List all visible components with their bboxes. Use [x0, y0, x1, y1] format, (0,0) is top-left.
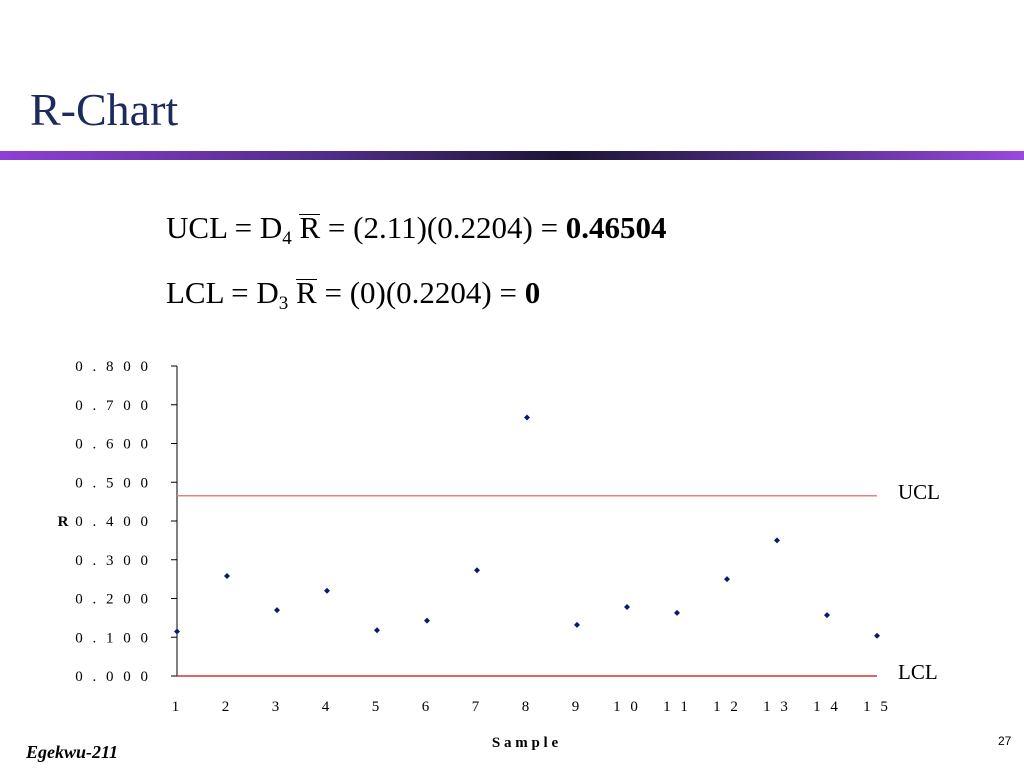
- lcl-d-subscript: 3: [278, 293, 289, 314]
- x-tick-label: 1 4: [813, 699, 841, 715]
- x-tick-label: 4: [322, 699, 333, 715]
- x-tick-label: 7: [472, 699, 483, 715]
- ucl-d-factor: D: [259, 210, 283, 245]
- y-axis: 0 . 0 0 0 0 . 1 0 0 0 . 2 0 0 0 . 3 0 0 0 . …: [75, 359, 178, 685]
- lcl-expression: (0)(0.2204): [349, 275, 492, 310]
- x-tick-label: 5: [372, 699, 383, 715]
- lcl-equals-3: =: [499, 275, 517, 310]
- footer-author: Egekwu-211: [26, 742, 119, 762]
- lcl-lhs: LCL: [166, 275, 224, 310]
- x-axis: 1 2 3 4 5 6 7 8 9 1 0 1 1 1 2 1 3 1 4 1 5: [172, 675, 891, 715]
- data-point: [874, 632, 880, 639]
- ucl-label: UCL: [898, 480, 940, 504]
- x-tick-label: 6: [422, 699, 433, 715]
- x-tick-label: 2: [222, 699, 233, 715]
- data-point: [474, 567, 480, 574]
- lcl-result: 0: [524, 275, 541, 310]
- data-point: [324, 587, 330, 594]
- x-axis-title: S a m p l e: [492, 735, 559, 751]
- lcl-formula: LCL = D3 R = (0)(0.2204) = 0: [166, 275, 540, 322]
- x-tick-label: 3: [272, 699, 283, 715]
- ucl-r-bar: R: [299, 210, 321, 245]
- ucl-equals-1: =: [234, 210, 253, 245]
- y-tick-label: 0 . 2 0 0: [75, 592, 151, 608]
- lcl-d-factor: D: [256, 275, 279, 310]
- y-tick-label: 0 . 6 0 0: [75, 437, 151, 453]
- y-tick-label: 0 . 3 0 0: [75, 553, 151, 569]
- data-point: [674, 609, 680, 616]
- y-tick-label: 0 . 7 0 0: [75, 398, 151, 414]
- lcl-equals-1: =: [231, 275, 249, 310]
- ucl-equals-3: =: [540, 210, 559, 245]
- x-tick-label: 1 2: [713, 699, 741, 715]
- x-tick-label: 1: [172, 699, 183, 715]
- y-tick-label: 0 . 5 0 0: [75, 475, 151, 491]
- data-point: [824, 612, 830, 619]
- control-limits: UCL LCL: [177, 480, 940, 684]
- y-tick-label: 0 . 1 0 0: [75, 630, 151, 646]
- x-tick-label: 1 5: [863, 699, 891, 715]
- lcl-equals-2: =: [324, 275, 342, 310]
- ucl-result: 0.46504: [565, 210, 667, 245]
- y-axis-title: R: [58, 514, 69, 530]
- y-tick-label: 0 . 0 0 0: [75, 669, 151, 685]
- ucl-formula: UCL = D4 R = (2.11)(0.2204) = 0.46504: [166, 210, 667, 257]
- data-point: [424, 617, 430, 624]
- data-point: [774, 537, 780, 544]
- x-tick-label: 1 3: [763, 699, 791, 715]
- x-tick-label: 9: [572, 699, 583, 715]
- ucl-lhs: UCL: [166, 210, 227, 245]
- ucl-expression: (2.11)(0.2204): [353, 210, 533, 245]
- data-point: [524, 414, 530, 421]
- title-divider-bar: [0, 151, 1024, 160]
- y-tick-label: 0 . 8 0 0: [75, 359, 151, 375]
- y-tick-label: 0 . 4 0 0: [75, 514, 151, 530]
- page-number: 27: [998, 734, 1012, 748]
- r-chart: 0 . 0 0 0 0 . 1 0 0 0 . 2 0 0 0 . 3 0 0 0 . …: [58, 359, 940, 751]
- slide-title: R-Chart: [30, 84, 179, 135]
- x-tick-label: 1 0: [613, 699, 641, 715]
- lcl-r-bar: R: [296, 275, 317, 310]
- data-point: [624, 604, 630, 611]
- data-points: [174, 414, 880, 639]
- data-point: [724, 576, 730, 583]
- lcl-label: LCL: [898, 660, 938, 684]
- ucl-d-subscript: 4: [282, 228, 292, 249]
- data-point: [174, 628, 180, 635]
- x-tick-label: 1 1: [663, 699, 691, 715]
- x-tick-label: 8: [522, 699, 533, 715]
- ucl-equals-2: =: [327, 210, 346, 245]
- data-point: [274, 607, 280, 614]
- data-point: [574, 621, 580, 628]
- data-point: [374, 627, 380, 634]
- data-point: [224, 573, 230, 580]
